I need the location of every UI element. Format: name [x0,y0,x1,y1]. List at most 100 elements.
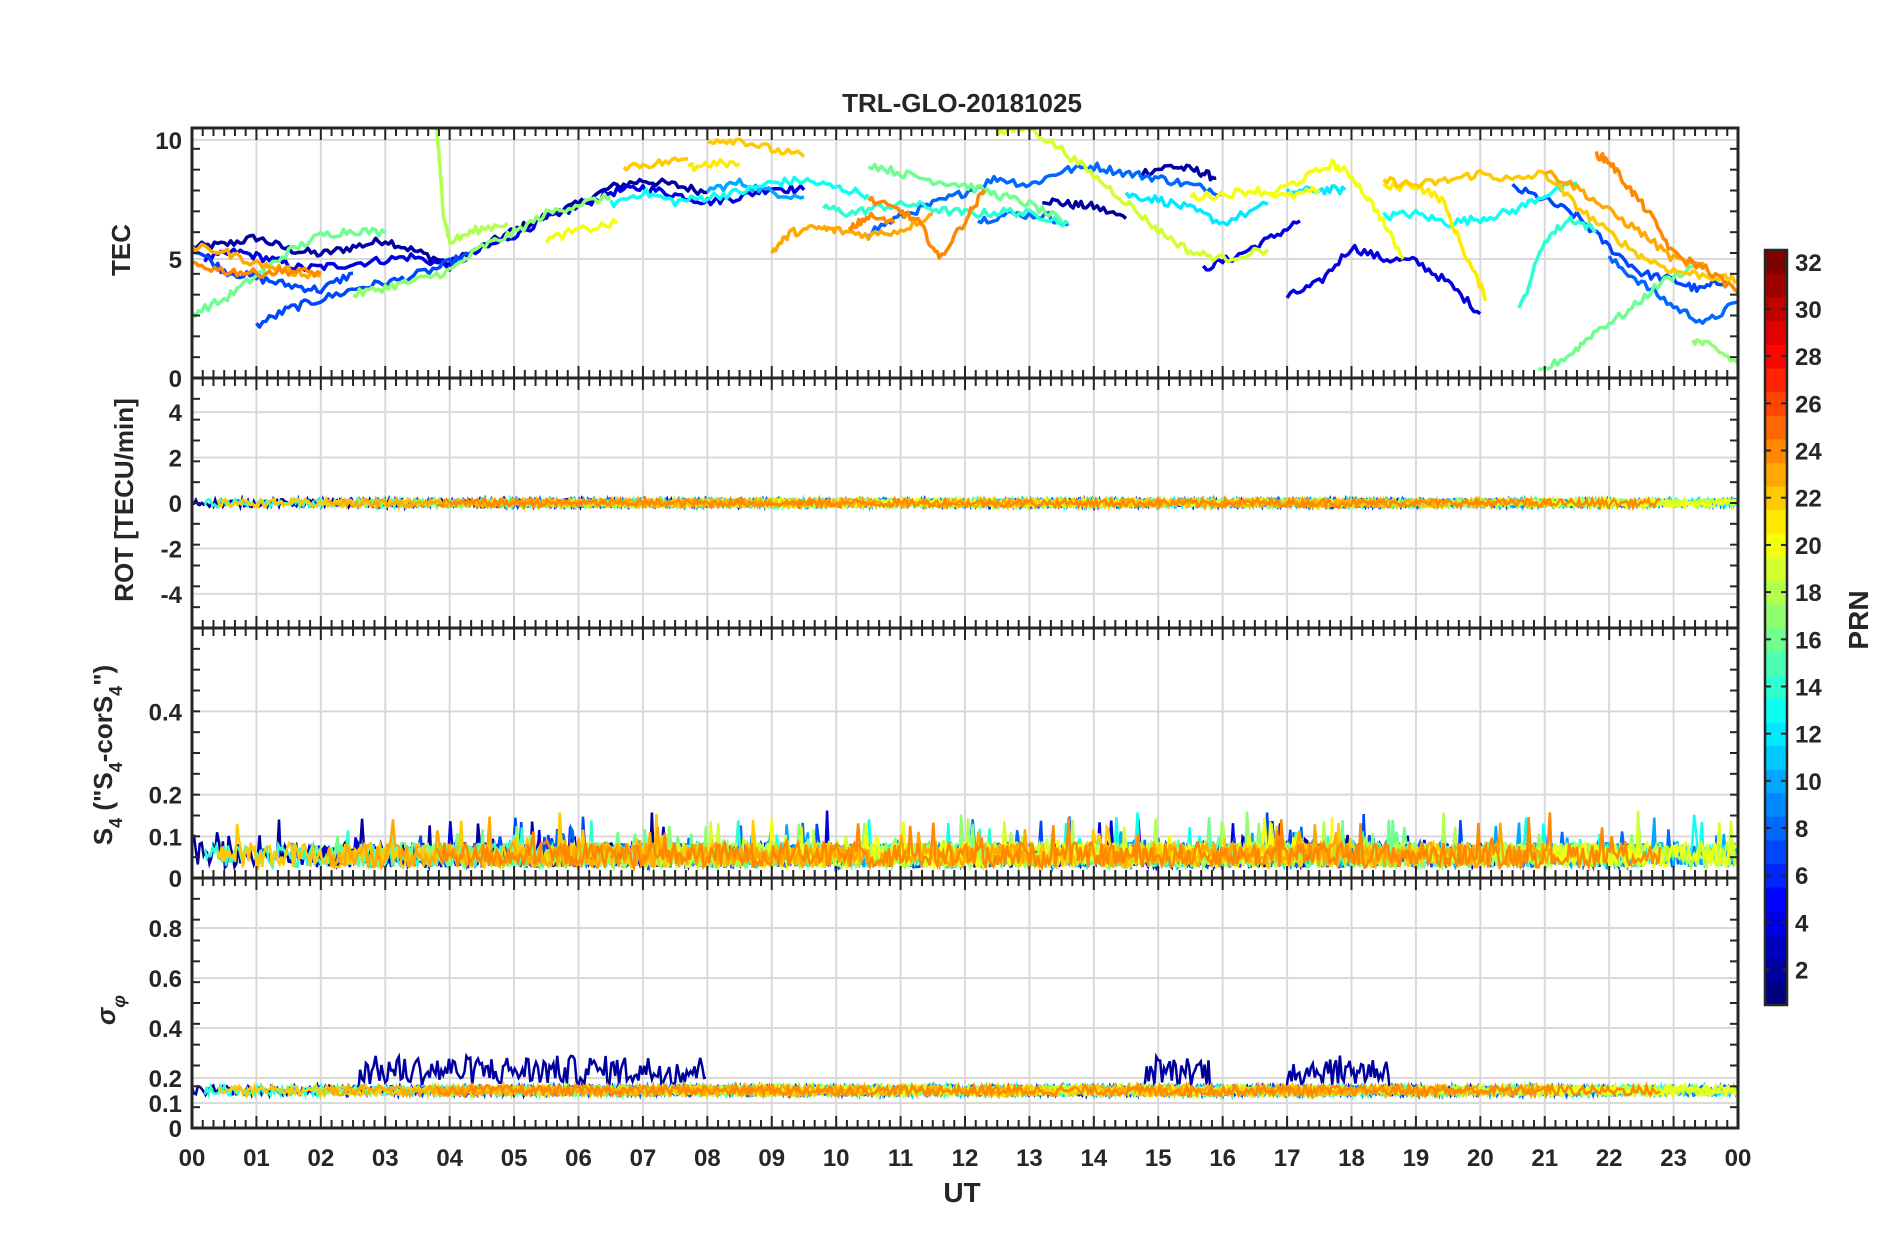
tec-series-prn-19 [995,128,1270,264]
tec-series-prn-22 [706,137,806,158]
x-tick-label: 04 [436,1145,463,1172]
x-tick-label: 07 [630,1145,657,1172]
s4-ylabel-sub-3: 4 [106,686,126,696]
s4-ylabel-sub-2: 4 [106,762,126,772]
colorbar-segment [1765,674,1787,699]
colorbar-tick-label: 32 [1795,250,1822,277]
tec-series-prn-2 [192,177,708,267]
x-tick-label: 22 [1596,1145,1623,1172]
tec-series-prn-14 [821,199,1070,228]
series-prn-24 [1208,812,1662,872]
s4-ylabel-mid-2: -corS [88,696,118,762]
colorbar-segment [1765,415,1787,440]
colorbar-segment [1765,250,1787,275]
tec-series-prn-7 [1511,183,1727,293]
tec-series-prn-18 [435,128,509,245]
tec-series-prn-20 [544,218,619,244]
colorbar-tick-label: 26 [1795,391,1822,418]
tec-series-prn-13 [1382,180,1578,229]
data-lines [192,128,1738,372]
tec-series-prn-4 [1285,243,1482,316]
y-tick-label: 0.2 [149,783,182,810]
colorbar-tick-label: 12 [1795,722,1822,749]
x-tick-label: 05 [501,1145,528,1172]
tec-series-prn-17 [1691,338,1738,365]
y-tick-label: 0.8 [149,916,182,943]
colorbar-tick-label: 14 [1795,674,1822,701]
x-axis-label: UT [943,1177,980,1208]
sigma-ylabel: σφ [91,995,129,1025]
x-tick-label: 21 [1531,1145,1558,1172]
colorbar-segment [1765,934,1787,959]
y-tick-label: 0.6 [149,966,182,993]
x-tick-label: 23 [1660,1145,1687,1172]
tec-series-prn-22 [622,156,688,172]
colorbar-label: PRN [1843,590,1874,649]
colorbar-tick-label: 22 [1795,486,1822,513]
y-tick-label: 2 [169,446,182,473]
colorbar-tick-label: 10 [1795,769,1822,796]
tec-series-prn-8 [1607,255,1738,325]
y-tick-label: 0.4 [149,699,183,726]
tec-series-prn-8 [867,161,1224,238]
colorbar-segment [1765,769,1787,794]
y-tick-label: 0 [169,1116,182,1143]
colorbar-segment [1765,698,1787,723]
colorbar-segment [1765,509,1787,534]
tec-series-prn-21 [687,158,741,173]
colorbar-segment [1765,981,1787,1006]
s4-ylabel-main: S [88,828,118,845]
series-prn-24 [435,1081,1211,1100]
y-tick-label: 0.1 [149,824,182,851]
tec-series-prn-23 [1543,169,1708,270]
s4-ylabel-mid: ("S [88,772,118,818]
tec-ylabel: TEC [106,224,136,276]
y-tick-label: -4 [161,582,183,609]
y-tick-label: 5 [169,247,182,274]
colorbar-segment [1765,910,1787,935]
colorbar-segment [1765,556,1787,581]
tec-series-prn-2 [1138,163,1217,182]
tec-series-prn-23 [770,212,934,254]
x-tick-label: 16 [1209,1145,1236,1172]
colorbar-segment [1765,839,1787,865]
tec-series-prn-20 [1267,158,1405,260]
x-tick-label: 12 [952,1145,979,1172]
tec-series-prn-24 [847,211,896,232]
series-prn-24 [436,494,1210,511]
colorbar-tick-label: 6 [1795,863,1808,890]
colorbar-segment [1765,367,1787,393]
colorbar-segment [1765,627,1787,652]
tec-series-prn-24 [192,260,322,279]
colorbar-segment [1765,863,1787,888]
y-tick-label: 4 [169,400,183,427]
x-tick-label: 02 [307,1145,334,1172]
colorbar-tick-label: 24 [1795,439,1822,466]
y-tick-label: 0.4 [149,1016,183,1043]
x-tick-label: 08 [694,1145,721,1172]
colorbar-tick-label: 20 [1795,533,1822,560]
x-tick-label: 20 [1467,1145,1494,1172]
colorbar-segment [1765,792,1787,817]
x-tick-label: 03 [372,1145,399,1172]
colorbar-segment [1765,344,1787,369]
colorbar-segment [1765,533,1787,558]
colorbar-segment [1765,438,1787,463]
colorbar-segment [1765,957,1787,983]
rot-panel: -4 -2 0 2 4 [161,376,1740,630]
tec-series-prn-17 [352,192,612,299]
sigma-phi-panel: 00.10.2 0.4 0.6 0.8 [149,876,1740,1143]
x-tick-label: 19 [1403,1145,1430,1172]
sigma-ylabel-sub: φ [109,995,129,1008]
series-prn-24 [435,817,1211,873]
colorbar-segment [1765,651,1787,676]
s4-ylabel-sub-1: 4 [106,818,126,828]
y-tick-label: 0.1 [149,1091,182,1118]
y-tick-label: 0 [169,366,182,393]
x-tick-label: 06 [565,1145,592,1172]
colorbar-segment [1765,580,1787,605]
colorbar-segment [1765,816,1787,841]
s4-ylabel-end: ") [88,665,118,686]
